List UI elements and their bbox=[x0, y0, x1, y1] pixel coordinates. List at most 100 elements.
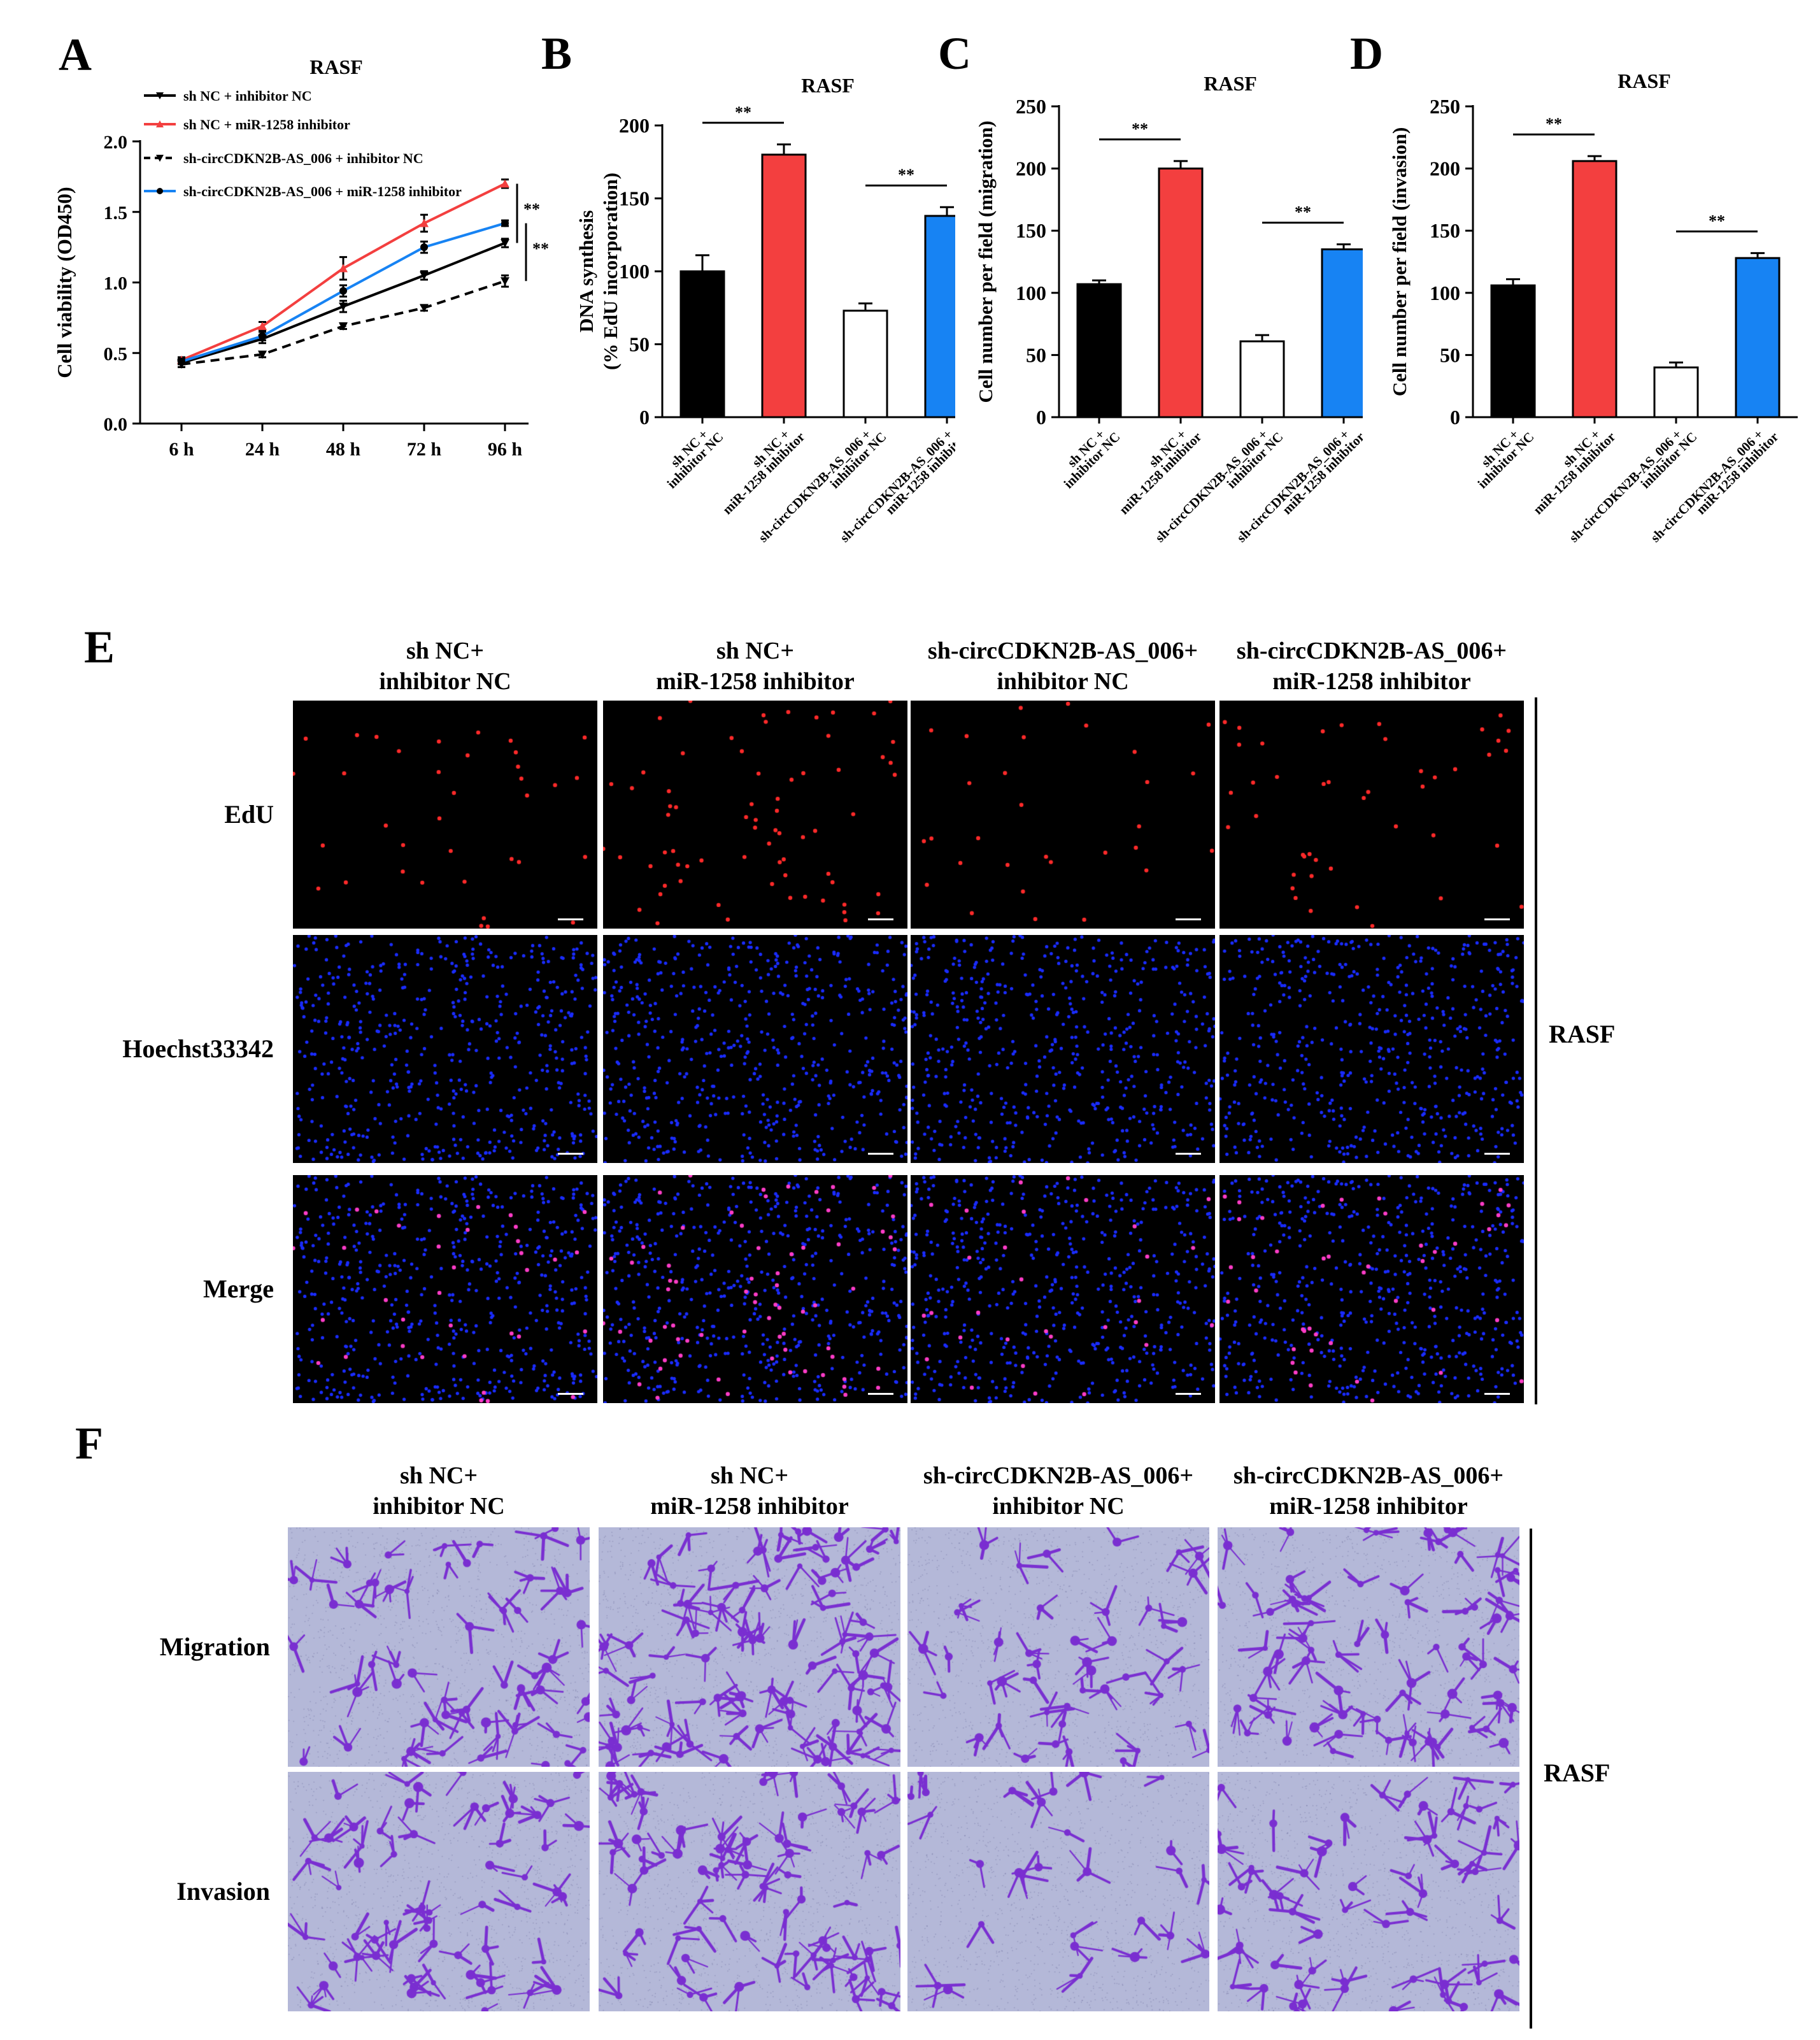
edu-column-header-line: sh NC+ bbox=[716, 638, 794, 664]
edu-image-tile bbox=[1219, 935, 1524, 1163]
chart-c-sig-label: ** bbox=[1295, 203, 1311, 222]
chart-d-y-tick-label: 0 bbox=[1450, 406, 1460, 429]
chart-a-legend-label: sh NC + miR-1258 inhibitor bbox=[183, 117, 350, 132]
chart-d-y-tick-label: 150 bbox=[1430, 219, 1460, 242]
chart-a-x-tick-label: 24 h bbox=[245, 439, 280, 460]
edu-image-tile bbox=[293, 935, 597, 1163]
chart-b-y-tick-label: 50 bbox=[629, 333, 650, 356]
chart-a-point bbox=[420, 304, 429, 313]
transwell-column-header-line: miR-1258 inhibitor bbox=[1269, 1493, 1468, 1520]
edu-image-tile bbox=[1219, 1175, 1524, 1403]
panel-letter-b: B bbox=[541, 28, 572, 79]
edu-column-header-line: inhibitor NC bbox=[997, 668, 1129, 695]
edu-side-label: RASF bbox=[1549, 1020, 1616, 1048]
chart-b-y-tick-label: 150 bbox=[619, 187, 650, 210]
transwell-column-header: sh-circCDKN2B-AS_006+ inhibitor NC bbox=[893, 1460, 1223, 1522]
edu-image-canvas bbox=[603, 701, 907, 929]
edu-column-header: sh NC+ miR-1258 inhibitor bbox=[590, 636, 920, 697]
scale-bar bbox=[558, 918, 583, 920]
transwell-image-tile bbox=[907, 1772, 1209, 2011]
chart-a-legend-label: sh NC + inhibitor NC bbox=[183, 88, 312, 104]
chart-a-x-tick-label: 96 h bbox=[488, 439, 523, 460]
chart-a-legend-marker bbox=[157, 188, 163, 194]
edu-column-header-line: sh NC+ bbox=[406, 638, 484, 664]
edu-image-tile bbox=[293, 701, 597, 929]
edu-column-header-line: miR-1258 inhibitor bbox=[1272, 668, 1471, 695]
chart-b-y-tick-label: 200 bbox=[619, 114, 650, 137]
chart-c-x-tick-label: miR-1258 inhibitor bbox=[1279, 429, 1363, 518]
chart-b-y-axis-label: DNA synthesis bbox=[575, 210, 597, 332]
scale-bar bbox=[868, 1393, 893, 1395]
chart-d-y-tick-label: 50 bbox=[1440, 343, 1460, 366]
edu-row-label: EdU bbox=[224, 800, 274, 829]
chart-d-x-tick-label: miR-1258 inhibitor bbox=[1693, 429, 1782, 518]
chart-c-y-tick-label: 250 bbox=[1016, 95, 1046, 118]
edu-column-header: sh-circCDKN2B-AS_006+ miR-1258 inhibitor bbox=[1207, 636, 1537, 697]
panel-letter-a: A bbox=[59, 29, 92, 80]
edu-image-tile bbox=[1219, 701, 1524, 929]
edu-row-label: Merge bbox=[203, 1274, 274, 1303]
chart-c-y-tick-label: 0 bbox=[1036, 406, 1046, 429]
edu-image-tile bbox=[911, 701, 1215, 929]
transwell-column-header-line: sh-circCDKN2B-AS_006+ bbox=[1233, 1462, 1504, 1489]
chart-d-bar-chart: RASF 0 50 100 150 200 250 Cell number per field… bbox=[1388, 69, 1798, 545]
chart-a-y-tick-label: 0.0 bbox=[104, 414, 128, 435]
transwell-image-canvas bbox=[1218, 1527, 1519, 1767]
chart-a-point bbox=[178, 357, 185, 366]
scale-bar bbox=[1176, 1393, 1201, 1395]
edu-column-header-line: sh-circCDKN2B-AS_006+ bbox=[927, 638, 1198, 664]
scale-bar bbox=[558, 1153, 583, 1155]
chart-a-title: RASF bbox=[309, 55, 363, 78]
chart-a-y-tick-label: 2.0 bbox=[104, 132, 128, 153]
chart-b-bar bbox=[679, 270, 725, 418]
edu-column-header-line: inhibitor NC bbox=[379, 668, 511, 695]
chart-c-y-tick-label: 50 bbox=[1026, 343, 1046, 366]
transwell-column-header-line: sh NC+ bbox=[400, 1462, 478, 1489]
scale-bar bbox=[1484, 1393, 1510, 1395]
chart-c-sig-label: ** bbox=[1132, 120, 1148, 138]
scale-bar bbox=[1484, 1153, 1510, 1155]
transwell-row-label: Invasion bbox=[176, 1877, 270, 1906]
transwell-image-tile bbox=[1218, 1772, 1519, 2011]
chart-c-bar-chart: RASF 0 50 100 150 200 250 Cell number per field… bbox=[974, 72, 1363, 545]
chart-c-bar bbox=[1158, 168, 1204, 418]
edu-image-canvas bbox=[293, 1175, 597, 1403]
transwell-image-tile bbox=[288, 1772, 590, 2011]
chart-a-y-tick-label: 1.0 bbox=[104, 273, 128, 294]
chart-a-point bbox=[420, 243, 428, 252]
chart-b-title: RASF bbox=[801, 74, 855, 97]
transwell-image-canvas bbox=[599, 1527, 900, 1767]
edu-image-tile bbox=[293, 1175, 597, 1403]
scale-bar bbox=[868, 1153, 893, 1155]
chart-b-y-axis-label: (% EdU incorporation) bbox=[599, 173, 622, 370]
chart-c-y-tick-label: 200 bbox=[1016, 157, 1046, 180]
edu-column-header-line: sh-circCDKN2B-AS_006+ bbox=[1236, 638, 1507, 664]
chart-a-point bbox=[339, 287, 347, 295]
chart-d-sig-label: ** bbox=[1546, 115, 1562, 133]
transwell-column-header-line: sh NC+ bbox=[711, 1462, 788, 1489]
transwell-image-canvas bbox=[599, 1772, 900, 2011]
scale-bar bbox=[1484, 918, 1510, 920]
panel-letter-f: F bbox=[75, 1418, 103, 1469]
edu-column-header: sh-circCDKN2B-AS_006+ inhibitor NC bbox=[898, 636, 1228, 697]
edu-image-canvas bbox=[911, 1175, 1215, 1403]
chart-a-point bbox=[258, 322, 267, 331]
chart-a-legend-marker bbox=[156, 120, 164, 127]
transwell-image-tile bbox=[599, 1527, 900, 1767]
edu-image-canvas bbox=[603, 1175, 907, 1403]
chart-c-bar bbox=[1076, 283, 1122, 418]
transwell-column-header: sh NC+ miR-1258 inhibitor bbox=[585, 1460, 914, 1522]
chart-a-legend-label: sh-circCDKN2B-AS_006 + miR-1258 inhibito… bbox=[183, 183, 462, 199]
edu-image-tile bbox=[911, 1175, 1215, 1403]
chart-b-y-tick-label: 100 bbox=[619, 260, 650, 283]
chart-a-legend-marker bbox=[156, 92, 164, 99]
edu-image-tile bbox=[603, 701, 907, 929]
chart-a-point bbox=[339, 264, 348, 273]
chart-d-title: RASF bbox=[1617, 69, 1671, 92]
panel-letter-c: C bbox=[938, 28, 971, 79]
chart-d-bar bbox=[1653, 366, 1699, 418]
chart-d-bar bbox=[1572, 160, 1617, 418]
chart-a-point bbox=[501, 277, 509, 286]
chart-d-sig-label: ** bbox=[1709, 211, 1725, 230]
scale-bar bbox=[558, 1393, 583, 1395]
